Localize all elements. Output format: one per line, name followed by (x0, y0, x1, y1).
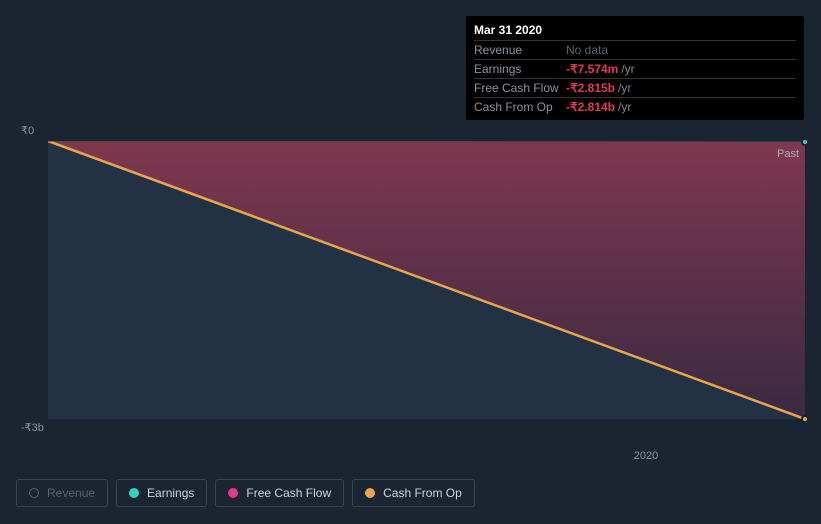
y-axis-label-top: ₹0 (21, 124, 34, 137)
tooltip-row: Free Cash Flow -₹2.815b /yr (474, 79, 796, 98)
tooltip-label: Cash From Op (474, 100, 566, 114)
tooltip-suffix: /yr (618, 100, 631, 114)
series-marker-fcf (801, 415, 809, 423)
legend-label: Free Cash Flow (246, 486, 331, 500)
legend-swatch (129, 488, 139, 498)
chart-legend: Revenue Earnings Free Cash Flow Cash Fro… (16, 479, 475, 507)
tooltip-label: Free Cash Flow (474, 81, 566, 95)
tooltip-value: -₹2.815b (566, 81, 615, 95)
chart-svg (48, 141, 805, 419)
tooltip-suffix: /yr (618, 81, 631, 95)
tooltip-suffix: /yr (621, 62, 634, 76)
tooltip-row: Earnings -₹7.574m /yr (474, 60, 796, 79)
legend-item-fcf[interactable]: Free Cash Flow (215, 479, 344, 507)
tooltip-label: Revenue (474, 43, 566, 57)
legend-label: Cash From Op (383, 486, 462, 500)
legend-swatch (365, 488, 375, 498)
tooltip-row: Cash From Op -₹2.814b /yr (474, 98, 796, 116)
chart-plot-area[interactable]: Past (48, 141, 805, 419)
tooltip-value: -₹2.814b (566, 100, 615, 114)
legend-item-earnings[interactable]: Earnings (116, 479, 207, 507)
chart-region-label: Past (777, 148, 799, 160)
y-axis-label-bottom: -₹3b (21, 421, 44, 434)
legend-label: Earnings (147, 486, 194, 500)
tooltip-row: Revenue No data (474, 41, 796, 60)
legend-label: Revenue (47, 486, 95, 500)
tooltip-label: Earnings (474, 62, 566, 76)
tooltip-value: No data (566, 43, 608, 57)
x-axis-label: 2020 (634, 450, 658, 462)
tooltip-value: -₹7.574m (566, 62, 618, 76)
series-marker-earnings (801, 138, 809, 146)
legend-item-revenue[interactable]: Revenue (16, 479, 108, 507)
chart-tooltip: Mar 31 2020 Revenue No data Earnings -₹7… (466, 16, 804, 120)
legend-swatch (228, 488, 238, 498)
legend-item-cfo[interactable]: Cash From Op (352, 479, 475, 507)
legend-swatch (29, 488, 39, 498)
financials-chart[interactable]: ₹0 -₹3b Past 2020 (16, 124, 805, 434)
tooltip-date: Mar 31 2020 (474, 20, 796, 41)
